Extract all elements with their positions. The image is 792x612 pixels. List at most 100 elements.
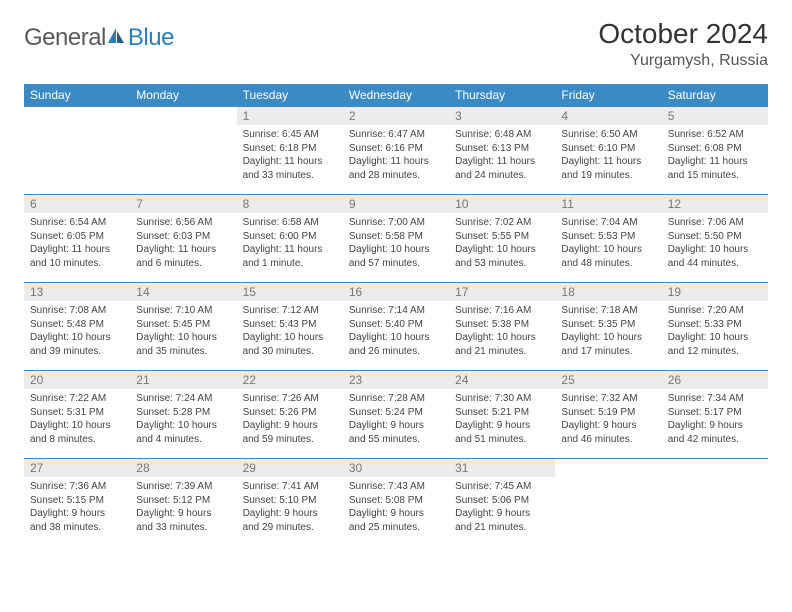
calendar-cell: 13Sunrise: 7:08 AMSunset: 5:48 PMDayligh… — [24, 283, 130, 371]
day-number: 24 — [449, 371, 555, 389]
calendar-week: 1Sunrise: 6:45 AMSunset: 6:18 PMDaylight… — [24, 107, 768, 195]
sunrise-text: Sunrise: 7:10 AM — [136, 304, 230, 318]
day-details: Sunrise: 7:16 AMSunset: 5:38 PMDaylight:… — [449, 301, 555, 364]
day-number: 31 — [449, 459, 555, 477]
sunset-text: Sunset: 5:38 PM — [455, 318, 549, 332]
day-details: Sunrise: 7:43 AMSunset: 5:08 PMDaylight:… — [343, 477, 449, 540]
day-details: Sunrise: 7:39 AMSunset: 5:12 PMDaylight:… — [130, 477, 236, 540]
calendar-cell — [24, 107, 130, 195]
day-number: 15 — [237, 283, 343, 301]
sunrise-text: Sunrise: 6:48 AM — [455, 128, 549, 142]
daylight-text: Daylight: 10 hours and 21 minutes. — [455, 331, 549, 358]
calendar-week: 20Sunrise: 7:22 AMSunset: 5:31 PMDayligh… — [24, 371, 768, 459]
calendar-cell — [555, 459, 661, 547]
day-number: 7 — [130, 195, 236, 213]
day-details: Sunrise: 6:58 AMSunset: 6:00 PMDaylight:… — [237, 213, 343, 276]
day-details: Sunrise: 6:47 AMSunset: 6:16 PMDaylight:… — [343, 125, 449, 188]
sunrise-text: Sunrise: 6:47 AM — [349, 128, 443, 142]
daylight-text: Daylight: 10 hours and 12 minutes. — [668, 331, 762, 358]
sunset-text: Sunset: 5:50 PM — [668, 230, 762, 244]
header: General Blue October 2024 Yurgamysh, Rus… — [24, 18, 768, 70]
day-details: Sunrise: 7:10 AMSunset: 5:45 PMDaylight:… — [130, 301, 236, 364]
weekday-friday: Friday — [555, 84, 661, 107]
sunrise-text: Sunrise: 6:52 AM — [668, 128, 762, 142]
calendar-body: 1Sunrise: 6:45 AMSunset: 6:18 PMDaylight… — [24, 107, 768, 547]
day-number: 4 — [555, 107, 661, 125]
calendar-cell: 1Sunrise: 6:45 AMSunset: 6:18 PMDaylight… — [237, 107, 343, 195]
sunrise-text: Sunrise: 7:00 AM — [349, 216, 443, 230]
sunrise-text: Sunrise: 7:14 AM — [349, 304, 443, 318]
sunset-text: Sunset: 6:13 PM — [455, 142, 549, 156]
sunrise-text: Sunrise: 7:26 AM — [243, 392, 337, 406]
sunset-text: Sunset: 6:00 PM — [243, 230, 337, 244]
sunrise-text: Sunrise: 7:18 AM — [561, 304, 655, 318]
sunrise-text: Sunrise: 7:22 AM — [30, 392, 124, 406]
calendar-cell: 20Sunrise: 7:22 AMSunset: 5:31 PMDayligh… — [24, 371, 130, 459]
daylight-text: Daylight: 10 hours and 17 minutes. — [561, 331, 655, 358]
calendar-cell: 21Sunrise: 7:24 AMSunset: 5:28 PMDayligh… — [130, 371, 236, 459]
day-number: 9 — [343, 195, 449, 213]
daylight-text: Daylight: 9 hours and 25 minutes. — [349, 507, 443, 534]
day-number: 20 — [24, 371, 130, 389]
sunset-text: Sunset: 5:33 PM — [668, 318, 762, 332]
sunset-text: Sunset: 5:06 PM — [455, 494, 549, 508]
calendar-cell: 16Sunrise: 7:14 AMSunset: 5:40 PMDayligh… — [343, 283, 449, 371]
daylight-text: Daylight: 10 hours and 53 minutes. — [455, 243, 549, 270]
calendar-cell: 22Sunrise: 7:26 AMSunset: 5:26 PMDayligh… — [237, 371, 343, 459]
daylight-text: Daylight: 10 hours and 35 minutes. — [136, 331, 230, 358]
day-number: 30 — [343, 459, 449, 477]
calendar-cell: 28Sunrise: 7:39 AMSunset: 5:12 PMDayligh… — [130, 459, 236, 547]
sunrise-text: Sunrise: 7:45 AM — [455, 480, 549, 494]
daylight-text: Daylight: 10 hours and 57 minutes. — [349, 243, 443, 270]
sunrise-text: Sunrise: 6:50 AM — [561, 128, 655, 142]
sunset-text: Sunset: 5:08 PM — [349, 494, 443, 508]
day-number: 16 — [343, 283, 449, 301]
daylight-text: Daylight: 11 hours and 15 minutes. — [668, 155, 762, 182]
day-details: Sunrise: 7:34 AMSunset: 5:17 PMDaylight:… — [662, 389, 768, 452]
day-number: 22 — [237, 371, 343, 389]
day-details: Sunrise: 7:18 AMSunset: 5:35 PMDaylight:… — [555, 301, 661, 364]
day-number: 5 — [662, 107, 768, 125]
logo-text-blue: Blue — [128, 24, 174, 52]
sunrise-text: Sunrise: 7:24 AM — [136, 392, 230, 406]
day-details: Sunrise: 6:48 AMSunset: 6:13 PMDaylight:… — [449, 125, 555, 188]
day-details: Sunrise: 7:00 AMSunset: 5:58 PMDaylight:… — [343, 213, 449, 276]
day-number: 25 — [555, 371, 661, 389]
daylight-text: Daylight: 9 hours and 51 minutes. — [455, 419, 549, 446]
daylight-text: Daylight: 11 hours and 24 minutes. — [455, 155, 549, 182]
calendar-week: 13Sunrise: 7:08 AMSunset: 5:48 PMDayligh… — [24, 283, 768, 371]
logo-text-general: General — [24, 24, 106, 52]
calendar-cell: 29Sunrise: 7:41 AMSunset: 5:10 PMDayligh… — [237, 459, 343, 547]
logo: General Blue — [24, 18, 174, 52]
sunrise-text: Sunrise: 7:06 AM — [668, 216, 762, 230]
day-details: Sunrise: 7:45 AMSunset: 5:06 PMDaylight:… — [449, 477, 555, 540]
day-number: 11 — [555, 195, 661, 213]
day-details: Sunrise: 7:24 AMSunset: 5:28 PMDaylight:… — [130, 389, 236, 452]
calendar-cell: 30Sunrise: 7:43 AMSunset: 5:08 PMDayligh… — [343, 459, 449, 547]
sunset-text: Sunset: 5:45 PM — [136, 318, 230, 332]
day-details: Sunrise: 7:28 AMSunset: 5:24 PMDaylight:… — [343, 389, 449, 452]
calendar-cell: 10Sunrise: 7:02 AMSunset: 5:55 PMDayligh… — [449, 195, 555, 283]
sunset-text: Sunset: 5:21 PM — [455, 406, 549, 420]
calendar-cell: 26Sunrise: 7:34 AMSunset: 5:17 PMDayligh… — [662, 371, 768, 459]
day-details: Sunrise: 7:02 AMSunset: 5:55 PMDaylight:… — [449, 213, 555, 276]
sunset-text: Sunset: 5:24 PM — [349, 406, 443, 420]
day-number: 2 — [343, 107, 449, 125]
daylight-text: Daylight: 11 hours and 6 minutes. — [136, 243, 230, 270]
daylight-text: Daylight: 9 hours and 21 minutes. — [455, 507, 549, 534]
calendar-cell: 19Sunrise: 7:20 AMSunset: 5:33 PMDayligh… — [662, 283, 768, 371]
sunset-text: Sunset: 6:08 PM — [668, 142, 762, 156]
day-details: Sunrise: 7:06 AMSunset: 5:50 PMDaylight:… — [662, 213, 768, 276]
weekday-row: Sunday Monday Tuesday Wednesday Thursday… — [24, 84, 768, 107]
sunset-text: Sunset: 5:53 PM — [561, 230, 655, 244]
calendar-cell: 14Sunrise: 7:10 AMSunset: 5:45 PMDayligh… — [130, 283, 236, 371]
day-details: Sunrise: 6:45 AMSunset: 6:18 PMDaylight:… — [237, 125, 343, 188]
sunrise-text: Sunrise: 7:28 AM — [349, 392, 443, 406]
daylight-text: Daylight: 10 hours and 30 minutes. — [243, 331, 337, 358]
day-number: 27 — [24, 459, 130, 477]
calendar-cell: 4Sunrise: 6:50 AMSunset: 6:10 PMDaylight… — [555, 107, 661, 195]
calendar-cell: 25Sunrise: 7:32 AMSunset: 5:19 PMDayligh… — [555, 371, 661, 459]
day-details: Sunrise: 7:36 AMSunset: 5:15 PMDaylight:… — [24, 477, 130, 540]
daylight-text: Daylight: 10 hours and 48 minutes. — [561, 243, 655, 270]
day-details: Sunrise: 7:30 AMSunset: 5:21 PMDaylight:… — [449, 389, 555, 452]
